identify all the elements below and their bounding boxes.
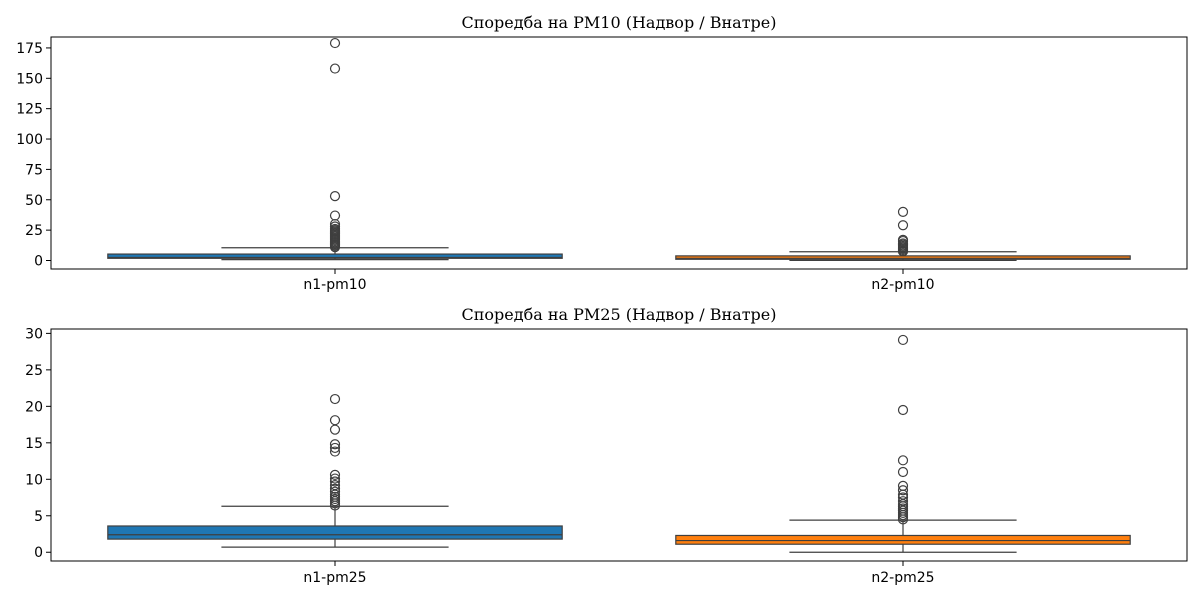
- axes-frame: [50, 328, 1188, 562]
- outlier-point: [329, 221, 341, 232]
- box-body: [675, 534, 1131, 545]
- outlier-point: [329, 446, 341, 457]
- y-tick-label: 175: [16, 41, 43, 57]
- outlier-point: [897, 334, 909, 346]
- x-tick-label: n2-pm25: [871, 570, 934, 586]
- y-tick-label: 75: [25, 162, 43, 178]
- subplot-pm25: Споредба на PM25 (Надвор / Внатре) 0 5 10 15…: [25, 305, 1188, 586]
- y-tick-label: 125: [16, 102, 43, 118]
- outlier-point: [329, 223, 341, 235]
- y-tick-label: 150: [16, 71, 43, 87]
- subplot-pm10: Споредба на PM10 (Надвор / Внатре) 0 25 50 7…: [16, 13, 1188, 293]
- outlier-point: [897, 220, 909, 231]
- outlier-point: [897, 466, 909, 478]
- outlier-point: [329, 415, 341, 426]
- y-tick-label: 15: [25, 436, 43, 452]
- outlier-point: [329, 469, 341, 481]
- outlier-point: [329, 480, 341, 491]
- outlier-point: [329, 476, 341, 487]
- axes-frame: [50, 36, 1188, 270]
- y-tick-label: 0: [34, 545, 43, 561]
- x-tick-label: n1-pm10: [303, 277, 366, 293]
- y-tick-label: 30: [25, 326, 43, 342]
- outlier-point: [329, 473, 341, 484]
- outlier-point: [897, 234, 909, 245]
- outlier-point: [897, 238, 909, 249]
- box-body: [107, 525, 563, 540]
- y-tick-label: 5: [34, 509, 43, 525]
- outlier-point: [897, 496, 909, 507]
- outlier-point: [329, 37, 341, 49]
- outlier-point: [897, 492, 909, 503]
- outlier-point: [897, 206, 909, 218]
- outlier-point: [329, 63, 341, 74]
- outlier-point: [329, 210, 341, 221]
- x-tick-label: n2-pm10: [871, 277, 934, 293]
- outlier-point: [329, 424, 341, 435]
- outlier-point: [897, 480, 909, 491]
- box-body: [107, 253, 563, 259]
- x-tick-label: n1-pm25: [303, 570, 366, 586]
- outlier-point: [897, 485, 909, 496]
- y-tick-label: 100: [16, 132, 43, 148]
- y-tick-label: 50: [25, 193, 43, 209]
- outlier-point: [329, 442, 341, 454]
- y-tick-label: 25: [25, 363, 43, 379]
- y-tick-label: 20: [25, 399, 43, 415]
- y-tick-label: 0: [34, 253, 43, 269]
- y-tick-label: 10: [25, 472, 43, 488]
- y-tick-label: 25: [25, 223, 43, 239]
- chart-title: Споредба на PM10 (Надвор / Внатре): [461, 13, 776, 32]
- outlier-point: [329, 393, 341, 405]
- outlier-point: [329, 483, 341, 494]
- chart-title: Споредба на PM25 (Надвор / Внатре): [461, 305, 776, 324]
- outlier-point: [329, 191, 341, 202]
- outlier-point: [329, 486, 341, 497]
- outlier-point: [897, 455, 909, 466]
- outlier-point: [897, 404, 909, 416]
- outlier-point: [329, 439, 341, 450]
